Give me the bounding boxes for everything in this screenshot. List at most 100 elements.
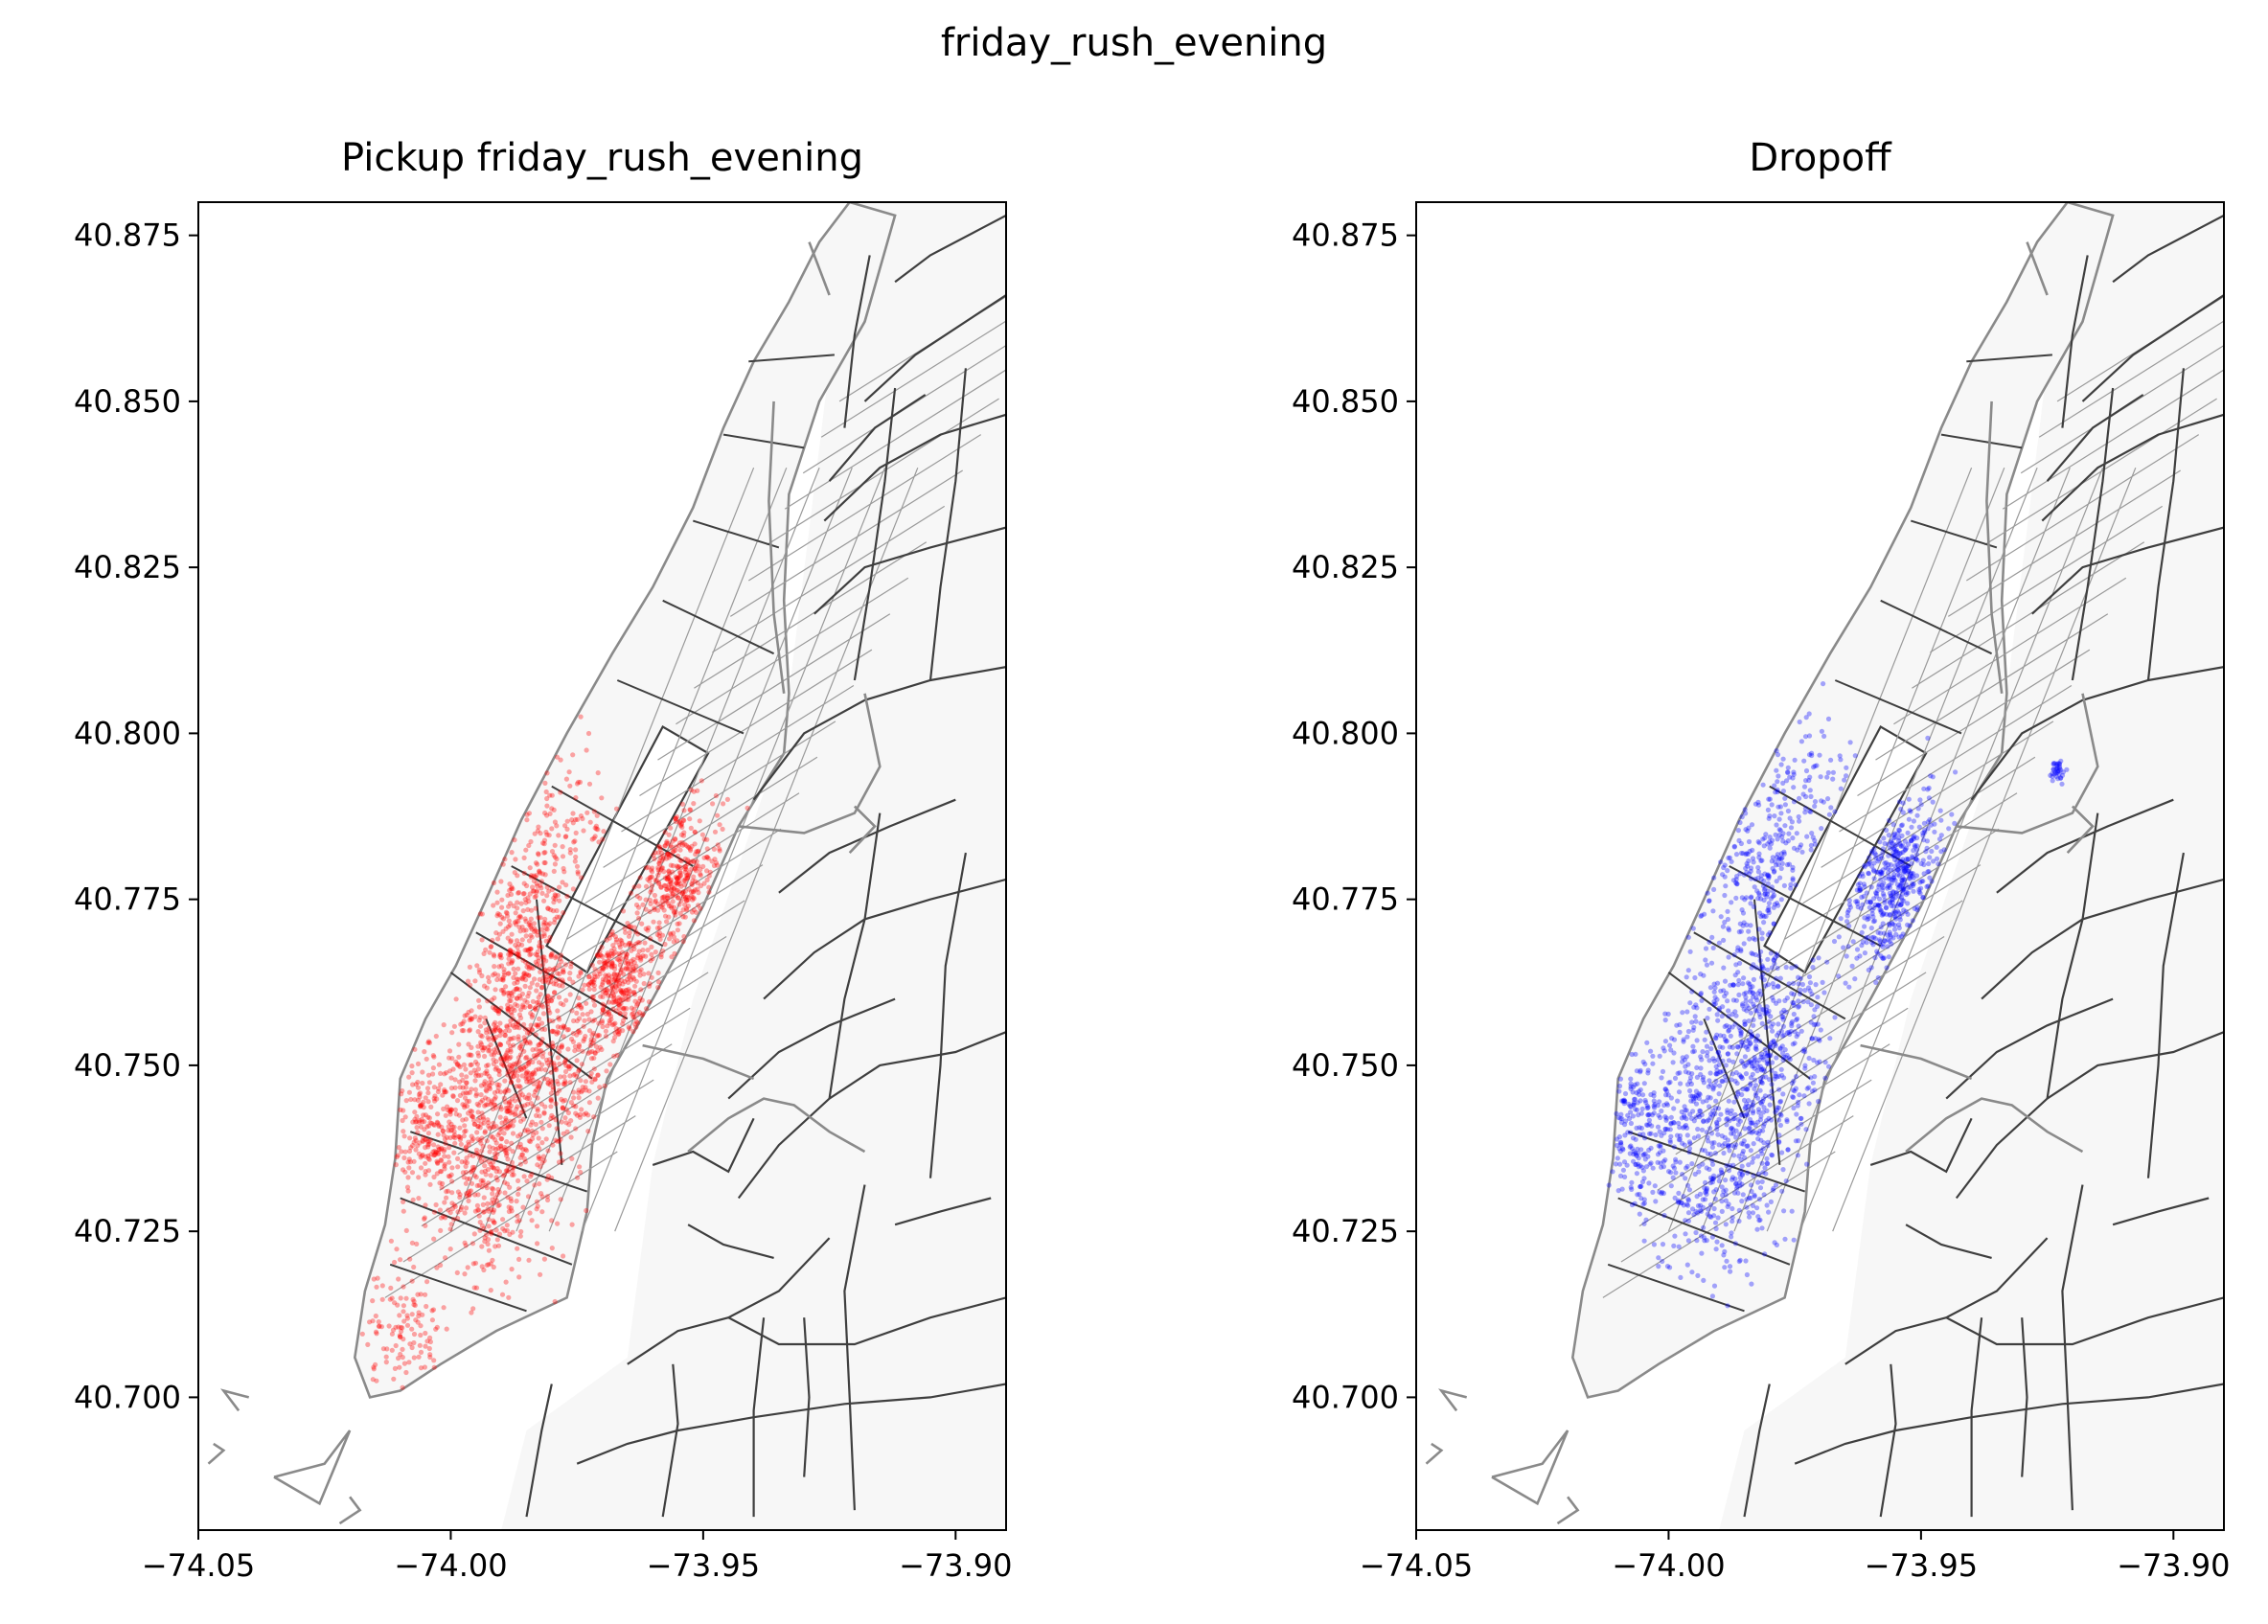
street-line (1693, 972, 1927, 1119)
trip-point (1723, 1192, 1729, 1198)
trip-point (1732, 1009, 1738, 1015)
trip-point (488, 1076, 493, 1082)
trip-point (1857, 887, 1863, 894)
trip-point (507, 1124, 513, 1130)
trip-point (505, 1002, 511, 1008)
trip-point (451, 1023, 457, 1029)
trip-point (1900, 886, 1906, 892)
trip-point (1733, 1180, 1739, 1186)
trip-point (1847, 740, 1853, 745)
trip-point (1674, 1132, 1681, 1138)
trip-point (704, 836, 710, 842)
trip-point (489, 1052, 494, 1058)
trip-point (660, 949, 666, 954)
trip-point (1770, 1021, 1775, 1027)
trip-point (411, 1339, 417, 1346)
trip-point (519, 975, 525, 981)
trip-point (1725, 1144, 1731, 1150)
trip-point (1718, 1169, 1725, 1176)
trip-point (502, 1032, 508, 1039)
trip-point (1765, 1061, 1771, 1066)
trip-point (431, 1153, 437, 1158)
trip-point (1751, 1017, 1756, 1022)
trip-point (1726, 1143, 1731, 1149)
trip-point (664, 877, 671, 882)
trip-point (543, 958, 549, 964)
trip-point (534, 1130, 539, 1135)
trip-point (630, 964, 636, 971)
trip-point (524, 1041, 530, 1046)
trip-point (2051, 771, 2057, 777)
trip-point (2056, 771, 2062, 777)
trip-point (1716, 1174, 1722, 1179)
trip-point (1748, 1010, 1753, 1016)
trip-point (679, 801, 686, 808)
trip-point (622, 1011, 628, 1017)
trip-point (394, 1154, 400, 1160)
zone-boundary (1996, 798, 2174, 894)
trip-point (440, 1180, 446, 1186)
trip-point (477, 911, 483, 917)
trip-point (441, 1214, 447, 1220)
zone-boundary (1905, 1224, 1992, 1259)
trip-point (1762, 835, 1768, 841)
trip-point (542, 1026, 548, 1032)
trip-point (1668, 1183, 1674, 1189)
trip-point (1749, 965, 1754, 971)
trip-point (1784, 1117, 1790, 1123)
trip-point (490, 1159, 496, 1165)
trip-point (1780, 1167, 1786, 1173)
trip-point (617, 997, 623, 1003)
trip-point (1865, 917, 1870, 923)
trip-point (488, 1173, 493, 1178)
trip-point (1896, 799, 1903, 805)
trip-point (414, 1113, 420, 1119)
trip-point (490, 1145, 496, 1151)
trip-point (646, 925, 652, 931)
trip-point (397, 1333, 402, 1338)
trip-point (1705, 1049, 1710, 1055)
trip-point (579, 1089, 584, 1095)
trip-point (577, 1002, 583, 1008)
trip-point (494, 1088, 501, 1094)
trip-point (551, 853, 557, 858)
trip-point (1766, 876, 1772, 881)
trip-point (636, 1010, 643, 1016)
trip-point (521, 881, 527, 886)
trip-point (1765, 1059, 1771, 1064)
trip-point (660, 854, 666, 859)
trip-point (550, 908, 557, 914)
trip-point (1728, 982, 1733, 988)
trip-point (449, 1201, 455, 1206)
trip-point (404, 1313, 410, 1318)
trip-point (2054, 765, 2060, 770)
trip-point (630, 968, 636, 974)
trip-point (1867, 860, 1872, 866)
street-line (515, 467, 820, 1232)
trip-point (444, 1326, 449, 1332)
trip-point (671, 904, 677, 910)
trip-point (435, 1120, 441, 1126)
trip-point (638, 957, 644, 963)
trip-point (1690, 1049, 1696, 1055)
trip-point (1646, 1180, 1652, 1186)
trip-point (1709, 1144, 1715, 1150)
trip-point (521, 870, 527, 877)
trip-point (669, 853, 675, 858)
trip-point (449, 1030, 455, 1036)
trip-point (540, 957, 546, 963)
trip-point (676, 863, 681, 870)
trip-point (1745, 863, 1751, 869)
trip-point (1739, 1172, 1745, 1178)
trip-point (540, 1011, 547, 1017)
trip-point (1695, 1272, 1701, 1278)
trip-point (1767, 1042, 1773, 1048)
trip-point (1749, 1060, 1754, 1065)
trip-point (590, 994, 596, 999)
trip-point (1872, 850, 1878, 857)
trip-point (1633, 1051, 1638, 1057)
trip-point (1627, 1144, 1633, 1150)
trip-point (594, 812, 600, 818)
trip-point (678, 858, 684, 864)
trip-point (1733, 1142, 1739, 1148)
